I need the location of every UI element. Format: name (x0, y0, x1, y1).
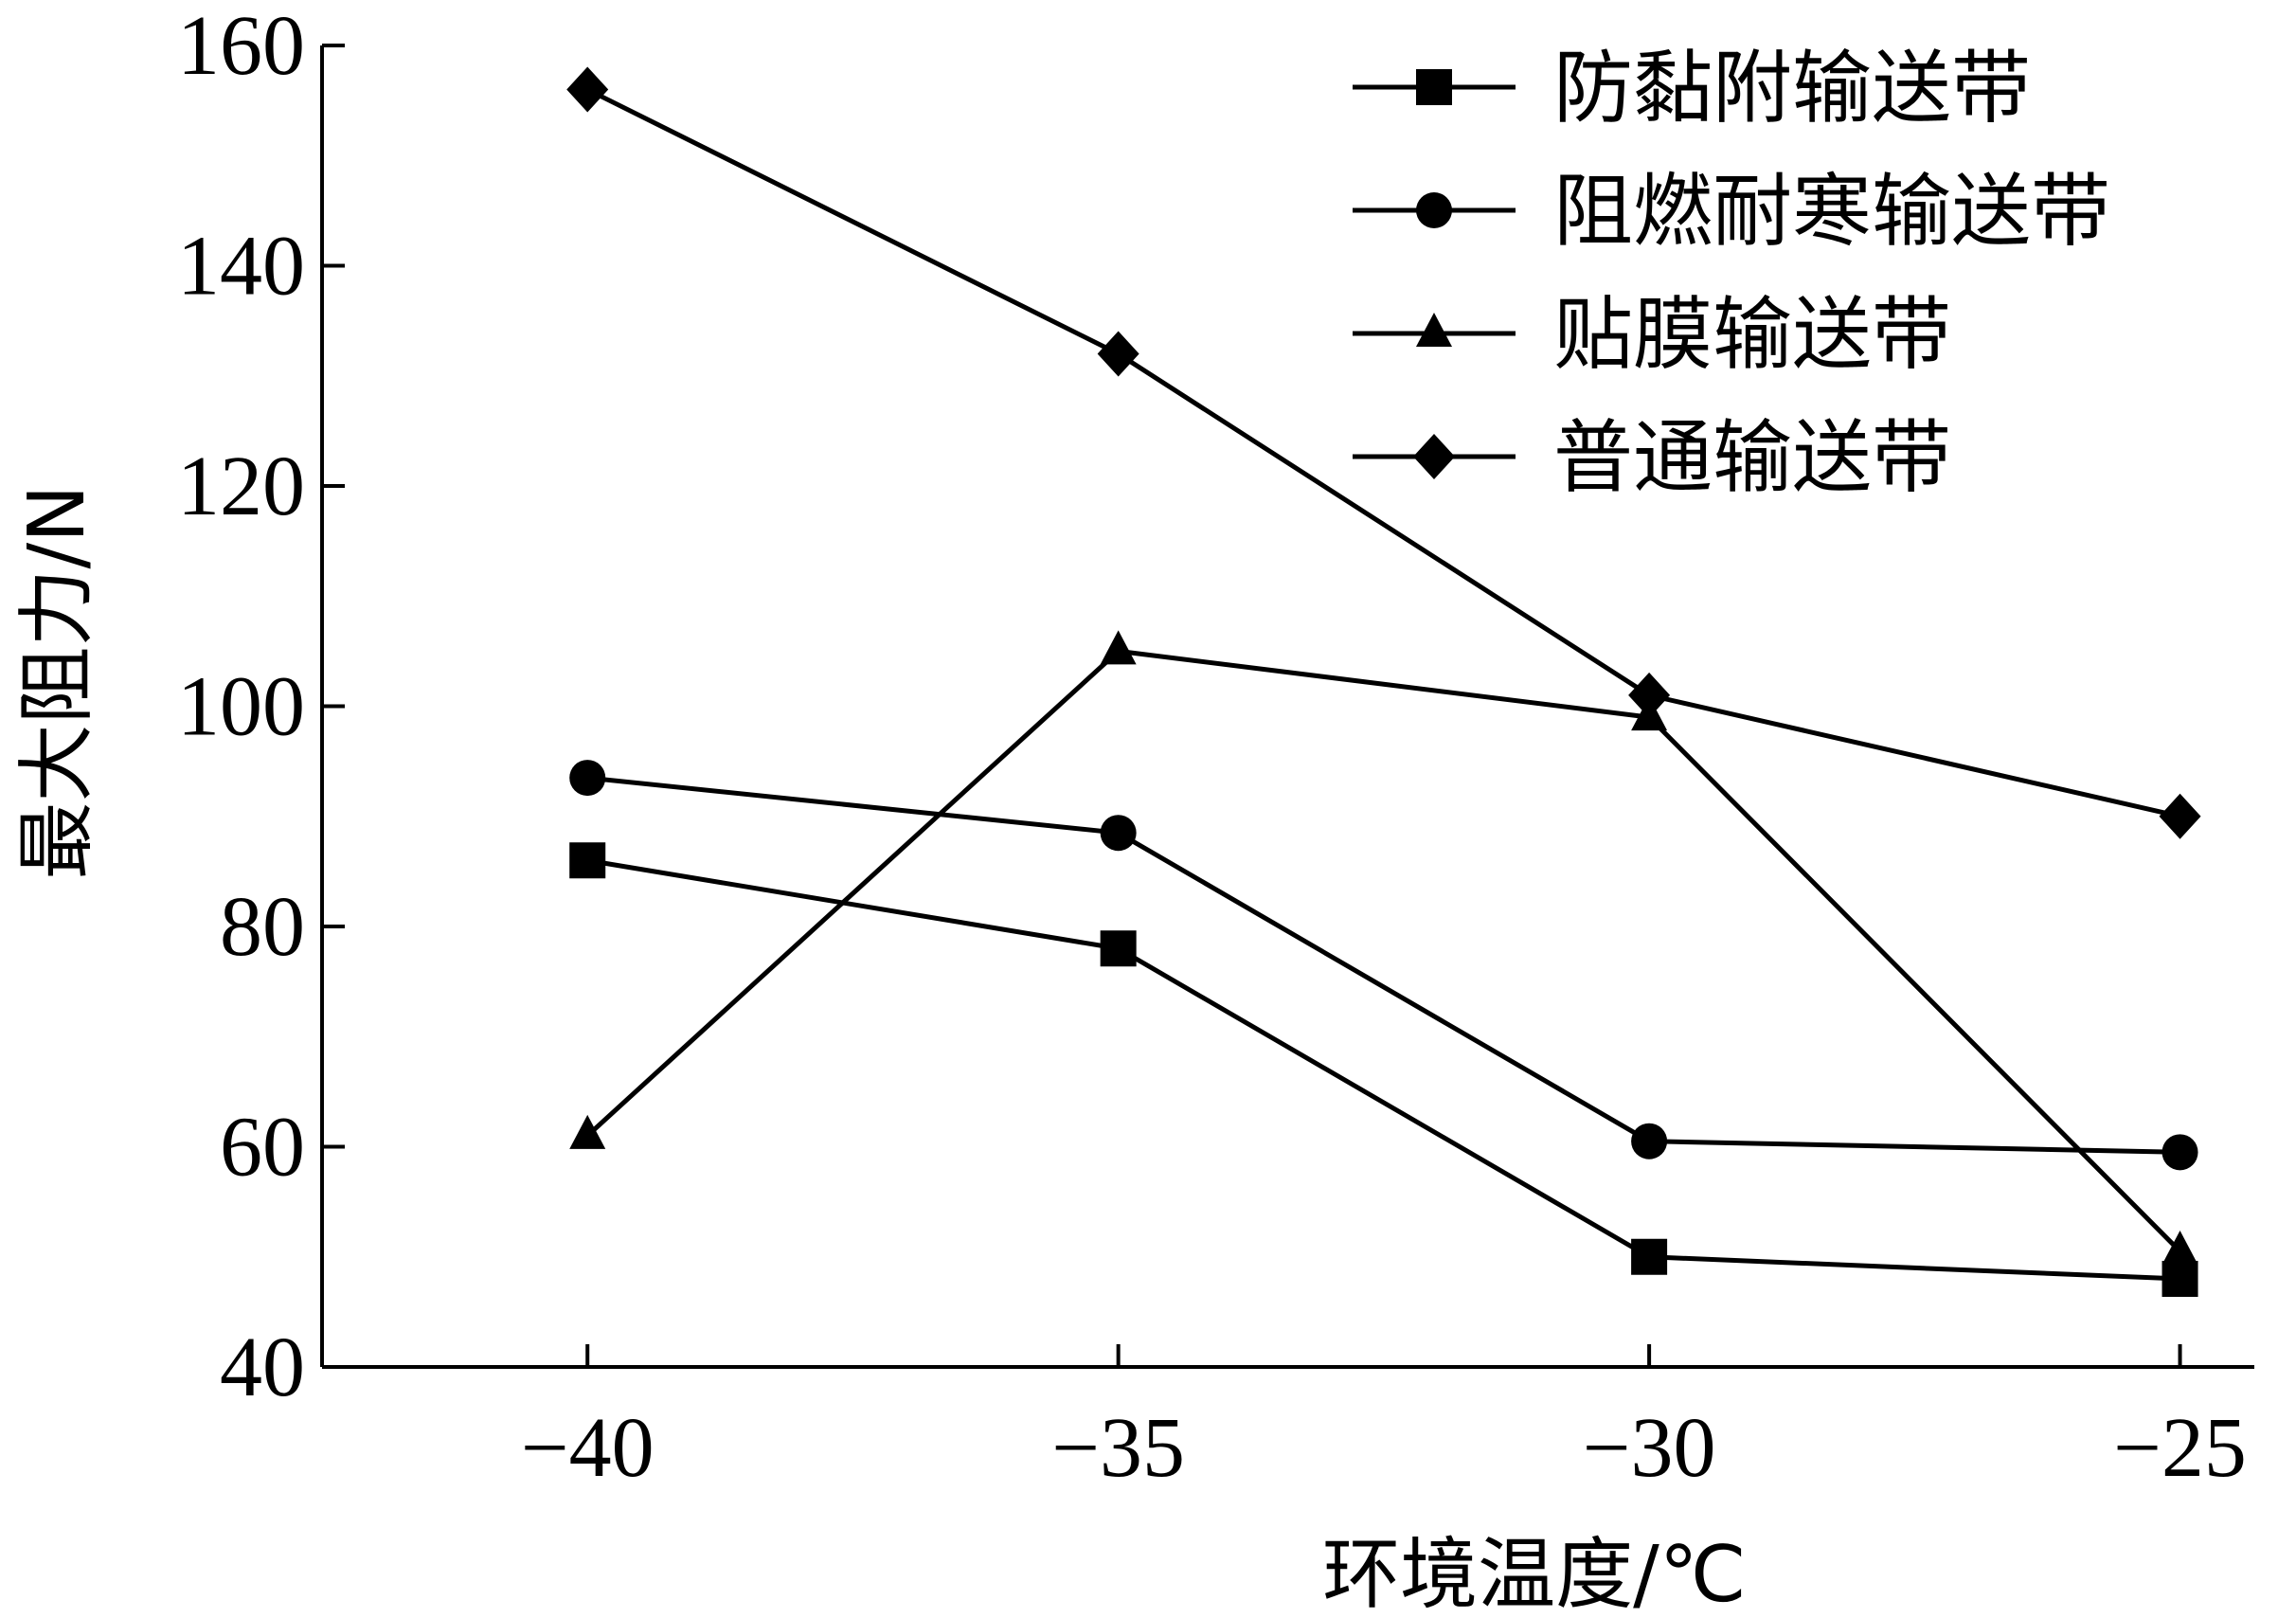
series-line-triangle (585, 648, 2182, 1253)
data-point-circle (1100, 815, 1137, 852)
data-point-triangle (569, 1114, 606, 1149)
legend-item-diamond: 普通输送带 (1353, 411, 1951, 504)
series-triangle (569, 630, 2198, 1265)
y-tick-label: 140 (177, 220, 305, 314)
y-tick-label: 160 (177, 0, 305, 93)
data-point-triangle (2161, 1230, 2198, 1265)
legend-item-triangle: 贴膜输送带 (1353, 288, 1951, 381)
series-circle (569, 760, 2198, 1171)
y-axis-title: 最大阻力/N (12, 485, 102, 880)
legend-marker-diamond (1413, 434, 1455, 479)
legend-label: 普通输送带 (1553, 411, 1951, 504)
legend-item-square: 防黏附输送带 (1353, 42, 2031, 135)
x-tick-label: −35 (1051, 1401, 1185, 1495)
legend-item-circle: 阻燃耐寒输送带 (1353, 165, 2110, 258)
legend-marker-circle (1416, 192, 1452, 228)
y-tick-label: 100 (177, 660, 305, 754)
x-axis-title: 环境温度/℃ (1322, 1530, 1747, 1618)
data-point-diamond (1628, 672, 1671, 718)
data-point-diamond (1097, 331, 1139, 377)
data-point-square (1631, 1238, 1668, 1275)
data-point-circle (1631, 1123, 1668, 1160)
x-tick-label: −40 (521, 1401, 655, 1495)
series-layer (566, 66, 2201, 1297)
x-tick-label: −30 (1583, 1401, 1716, 1495)
legend-label: 防黏附输送带 (1553, 42, 2031, 135)
series-square (569, 842, 2198, 1297)
data-point-square (1100, 930, 1137, 967)
data-point-square (2161, 1261, 2198, 1297)
axes: 40 60 80 100 120 140 160 −40 −35 −30 −25 (177, 0, 2254, 1495)
legend-marker-triangle (1416, 313, 1452, 347)
data-point-diamond (2159, 793, 2201, 839)
y-tick-label: 60 (220, 1101, 305, 1195)
series-line-diamond (586, 87, 2181, 819)
series-line-square (586, 857, 2180, 1282)
series-diamond (566, 66, 2201, 839)
y-tick-label: 120 (177, 440, 305, 533)
data-point-triangle (1100, 630, 1137, 665)
data-point-circle (569, 760, 606, 797)
x-ticks: −40 −35 −30 −25 (521, 1344, 2247, 1495)
y-tick-label: 80 (220, 880, 305, 974)
legend-label: 阻燃耐寒输送带 (1553, 165, 2110, 258)
data-point-diamond (566, 66, 609, 113)
y-tick-label: 40 (220, 1321, 305, 1414)
y-ticks: 40 60 80 100 120 140 160 (177, 0, 345, 1414)
x-tick-label: −25 (2113, 1401, 2247, 1495)
legend-label: 贴膜输送带 (1553, 288, 1951, 381)
legend-marker-square (1416, 69, 1452, 105)
data-point-circle (2161, 1134, 2198, 1171)
series-line-circle (586, 775, 2180, 1155)
data-point-square (569, 842, 606, 879)
